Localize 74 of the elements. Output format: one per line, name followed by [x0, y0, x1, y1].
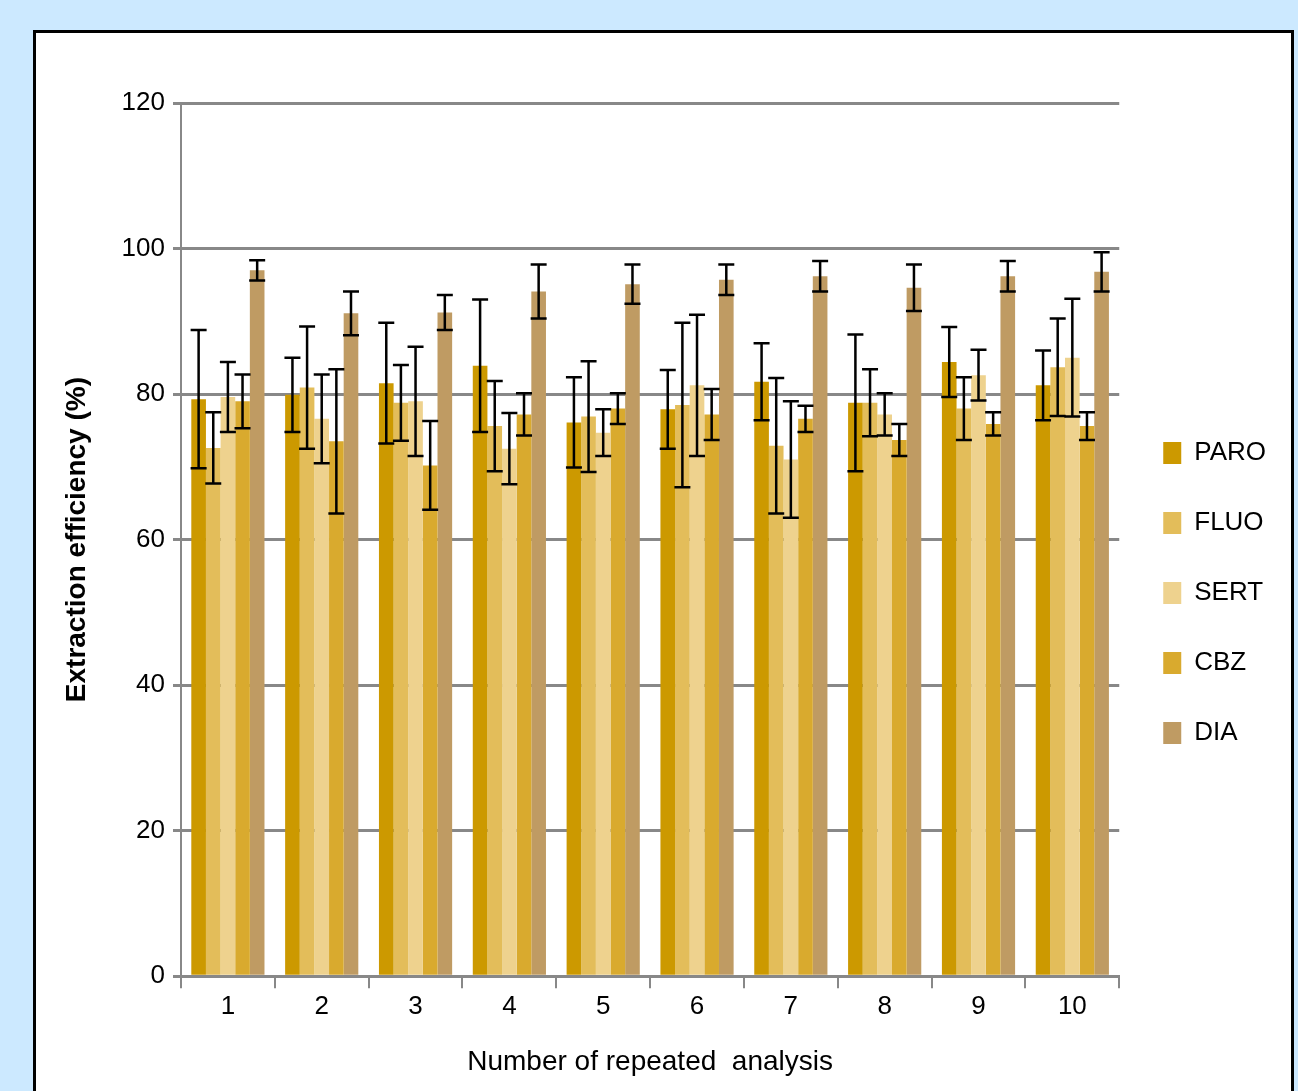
bar [408, 401, 423, 975]
x-tick-label: 6 [689, 989, 705, 1020]
bar [956, 408, 972, 975]
bar [378, 383, 394, 975]
bar [205, 447, 221, 975]
bar [971, 375, 986, 975]
legend-label: PARO [1194, 436, 1267, 467]
y-axis-title: Extraction efficiency (%) [59, 377, 91, 703]
bar [191, 399, 206, 975]
bar [1094, 271, 1109, 975]
bar [472, 365, 488, 975]
bar [1065, 357, 1080, 975]
bar [783, 459, 799, 975]
bar [437, 312, 453, 975]
legend-label: FLUO [1194, 506, 1264, 537]
bar [285, 394, 300, 975]
bar [1000, 276, 1016, 975]
bar [689, 385, 705, 975]
bar [1050, 367, 1066, 975]
bar [595, 432, 611, 975]
x-tick-label: 3 [408, 989, 423, 1020]
bar [343, 313, 359, 975]
bar [566, 422, 582, 975]
x-tick-label: 4 [502, 989, 517, 1020]
bar [625, 284, 640, 975]
y-tick-label: 60 [136, 522, 165, 553]
legend-label: SERT [1194, 576, 1264, 607]
bar [531, 291, 546, 975]
x-axis-title: Number of repeated analysis [467, 1044, 833, 1076]
bar [516, 414, 532, 975]
x-tick-label: 1 [220, 989, 236, 1020]
y-tick-label: 20 [136, 813, 165, 844]
bar [220, 396, 236, 975]
bar [422, 465, 438, 975]
legend-label: CBZ [1194, 646, 1247, 677]
bar [329, 441, 344, 975]
bar [906, 287, 922, 975]
bar [299, 387, 315, 975]
bar [660, 409, 676, 975]
bar [235, 401, 250, 975]
bar [610, 408, 626, 975]
y-tick-label: 40 [136, 668, 165, 699]
bar [848, 402, 863, 975]
x-tick-label: 2 [314, 989, 329, 1020]
bar [314, 418, 330, 975]
x-tick-label: 9 [971, 989, 986, 1020]
bar [393, 402, 409, 975]
bar [704, 414, 719, 975]
x-tick-label: 5 [595, 989, 611, 1020]
bar [754, 381, 769, 975]
y-tick-label: 100 [121, 231, 165, 262]
bar [1079, 426, 1095, 975]
x-tick-label: 7 [783, 989, 799, 1020]
bar [798, 418, 813, 975]
y-tick-label: 0 [150, 959, 165, 990]
bar [718, 279, 734, 975]
bar [877, 414, 892, 975]
bar [985, 423, 1001, 975]
bar [1035, 385, 1051, 975]
bar [892, 439, 907, 975]
bar [812, 276, 828, 975]
y-tick-label: 80 [136, 377, 165, 408]
x-tick-label: 8 [877, 989, 892, 1020]
bar [862, 402, 878, 975]
bar [487, 426, 503, 975]
bar [502, 448, 517, 975]
y-tick-label: 120 [121, 86, 165, 117]
bar [941, 362, 957, 975]
bar [581, 416, 596, 975]
bar [768, 445, 784, 975]
legend-label: DIA [1194, 716, 1239, 747]
bar [249, 270, 265, 975]
x-tick-label: 10 [1057, 989, 1087, 1020]
bar [675, 404, 690, 975]
